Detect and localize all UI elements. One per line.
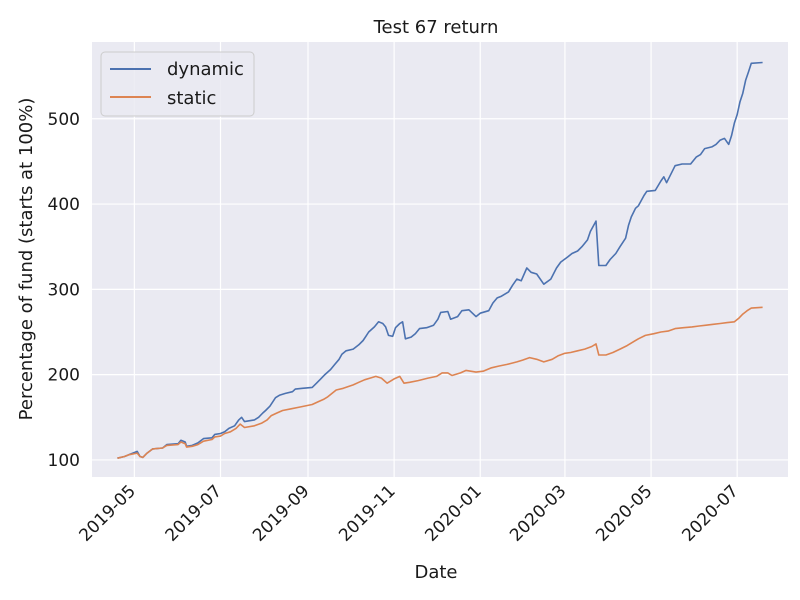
y-tick-label: 300: [48, 280, 80, 300]
legend: dynamic static: [100, 51, 255, 117]
y-tick-label: 200: [48, 366, 80, 386]
y-tick-label: 400: [48, 195, 80, 215]
series-line-static: [117, 306, 763, 459]
legend-label-dynamic: dynamic: [167, 59, 244, 80]
series-line-dynamic: [117, 61, 763, 459]
legend-label-static: static: [167, 88, 216, 109]
x-axis-label: Date: [414, 562, 457, 583]
y-axis-label: Percentage of fund (starts at 100%): [16, 98, 37, 421]
chart-title: Test 67 return: [373, 17, 499, 38]
y-tick-label: 100: [48, 451, 80, 471]
series-layer: [117, 61, 763, 459]
y-tick-label: 500: [48, 110, 80, 130]
